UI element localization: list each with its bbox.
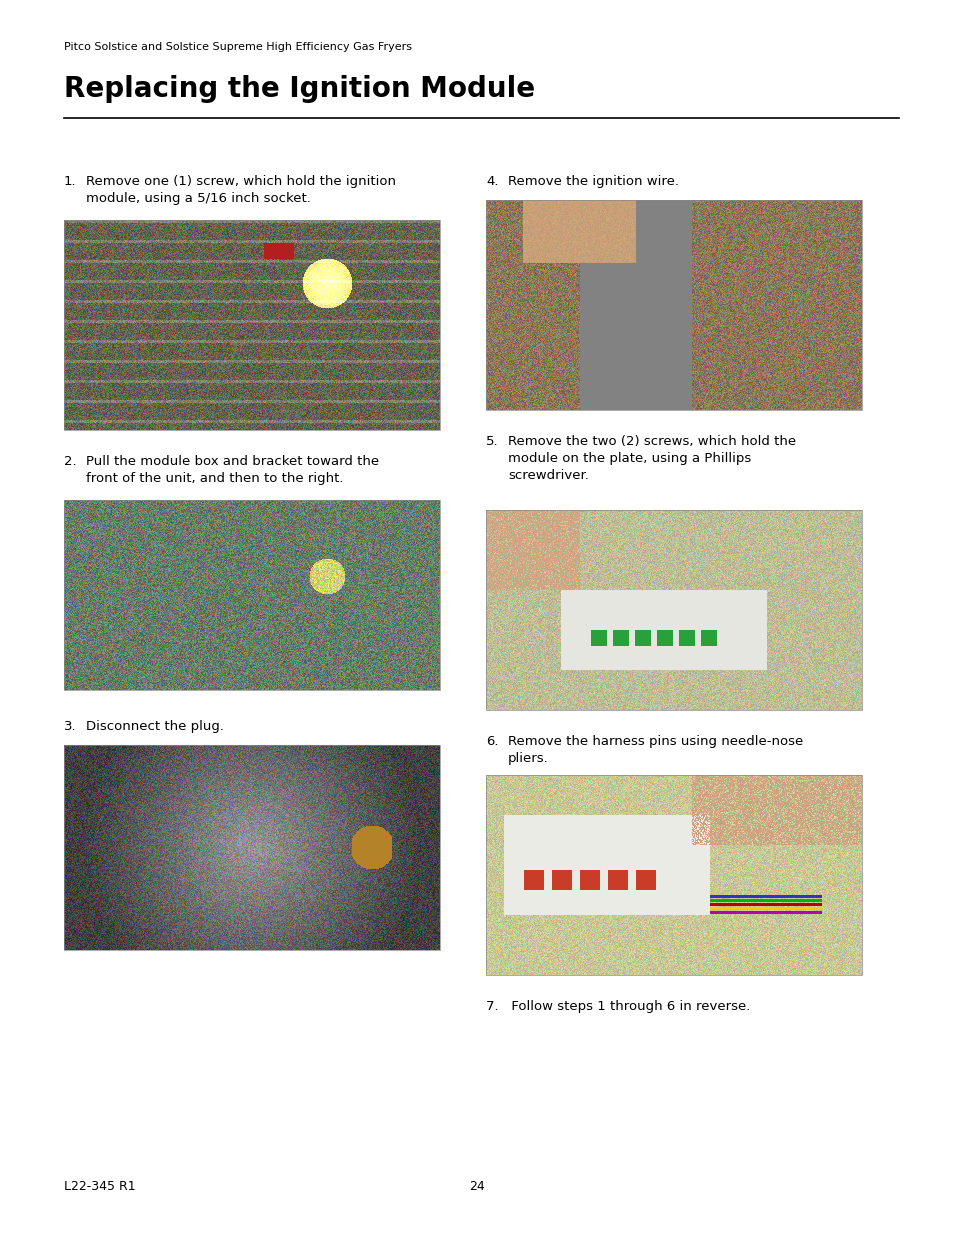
Text: Pull the module box and bracket toward the
front of the unit, and then to the ri: Pull the module box and bracket toward t…: [86, 454, 378, 485]
Text: Remove one (1) screw, which hold the ignition
module, using a 5/16 inch socket.: Remove one (1) screw, which hold the ign…: [86, 175, 395, 205]
Text: Remove the harness pins using needle-nose
pliers.: Remove the harness pins using needle-nos…: [507, 735, 802, 764]
Bar: [64, 745, 439, 950]
Text: Pitco Solstice and Solstice Supreme High Efficiency Gas Fryers: Pitco Solstice and Solstice Supreme High…: [64, 42, 412, 52]
Text: 4.: 4.: [485, 175, 498, 188]
Text: Replacing the Ignition Module: Replacing the Ignition Module: [64, 75, 535, 103]
Bar: [485, 200, 862, 410]
Text: 3.: 3.: [64, 720, 76, 734]
Text: 2.: 2.: [64, 454, 76, 468]
Text: Disconnect the plug.: Disconnect the plug.: [86, 720, 224, 734]
Text: 1.: 1.: [64, 175, 76, 188]
Text: 5.: 5.: [485, 435, 498, 448]
Bar: [64, 500, 439, 690]
Text: Remove the ignition wire.: Remove the ignition wire.: [507, 175, 679, 188]
Text: 7.   Follow steps 1 through 6 in reverse.: 7. Follow steps 1 through 6 in reverse.: [485, 1000, 750, 1013]
Text: Remove the two (2) screws, which hold the
module on the plate, using a Phillips
: Remove the two (2) screws, which hold th…: [507, 435, 796, 482]
Text: 24: 24: [469, 1179, 484, 1193]
Text: 6.: 6.: [485, 735, 498, 748]
Bar: [485, 510, 862, 710]
Bar: [485, 776, 862, 974]
Text: L22-345 R1: L22-345 R1: [64, 1179, 135, 1193]
Bar: [64, 220, 439, 430]
